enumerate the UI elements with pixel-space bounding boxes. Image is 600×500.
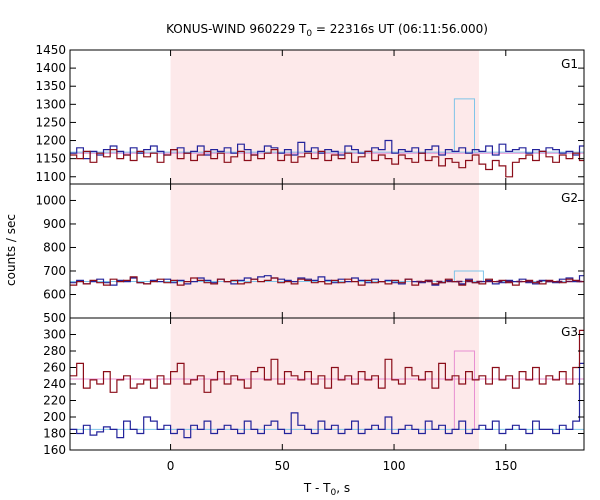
y-tick-label: 1200 bbox=[35, 134, 66, 148]
y-tick-label: 280 bbox=[43, 344, 66, 358]
panel-label-g3: G3 bbox=[561, 325, 578, 339]
y-tick-label: 1250 bbox=[35, 115, 66, 129]
y-tick-label: 1300 bbox=[35, 97, 66, 111]
y-axis-label: counts / sec bbox=[4, 214, 18, 286]
panel-g3: 160 180 200 220 240 260 280 300 G3 bbox=[43, 317, 585, 457]
y-tick-label: 1450 bbox=[35, 43, 66, 57]
x-tick-label: 50 bbox=[275, 459, 290, 473]
y-tick-label: 1350 bbox=[35, 79, 66, 93]
x-tick-label: 0 bbox=[167, 459, 175, 473]
x-tick-label: 150 bbox=[494, 459, 517, 473]
panel-label-g2: G2 bbox=[561, 191, 578, 205]
y-tick-label: 240 bbox=[43, 377, 66, 391]
panel-g2: 500 600 700 800 900 1000 G2 bbox=[35, 183, 585, 325]
series-red-g2 bbox=[70, 276, 584, 286]
fit-block bbox=[452, 98, 477, 153]
panel-plot-area bbox=[70, 270, 584, 286]
shaded-interval bbox=[170, 184, 479, 318]
panel-g1: 1100 1150 1200 1250 1300 1350 1400 1450 G1 bbox=[35, 43, 585, 185]
series-red-g3 bbox=[70, 329, 584, 393]
panel-label-g1: G1 bbox=[561, 57, 578, 71]
y-tick-label: 300 bbox=[43, 328, 66, 342]
series-blue-g3 bbox=[70, 362, 584, 439]
y-tick-label: 200 bbox=[43, 410, 66, 424]
shaded-interval bbox=[170, 50, 479, 184]
y-tick-label: 500 bbox=[43, 311, 66, 325]
panel-plot-area bbox=[70, 98, 584, 178]
y-tick-label: 260 bbox=[43, 361, 66, 375]
y-tick-label: 600 bbox=[43, 287, 66, 301]
y-tick-label: 800 bbox=[43, 240, 66, 254]
series-red-g1 bbox=[70, 149, 584, 178]
y-tick-label: 1150 bbox=[35, 152, 66, 166]
y-tick-label: 160 bbox=[43, 443, 66, 457]
y-tick-label: 700 bbox=[43, 264, 66, 278]
y-tick-label: 1000 bbox=[35, 193, 66, 207]
y-tick-label: 180 bbox=[43, 427, 66, 441]
y-tick-label: 900 bbox=[43, 217, 66, 231]
y-tick-label: 1100 bbox=[35, 170, 66, 184]
x-axis-label: T - T0, s bbox=[303, 481, 350, 498]
chart-title: KONUS-WIND 960229 T0 = 22316s UT (06:11:… bbox=[166, 22, 488, 39]
x-tick-label: 100 bbox=[383, 459, 406, 473]
y-tick-label: 1400 bbox=[35, 61, 66, 75]
panel-plot-area bbox=[70, 329, 584, 439]
y-tick-label: 220 bbox=[43, 394, 66, 408]
